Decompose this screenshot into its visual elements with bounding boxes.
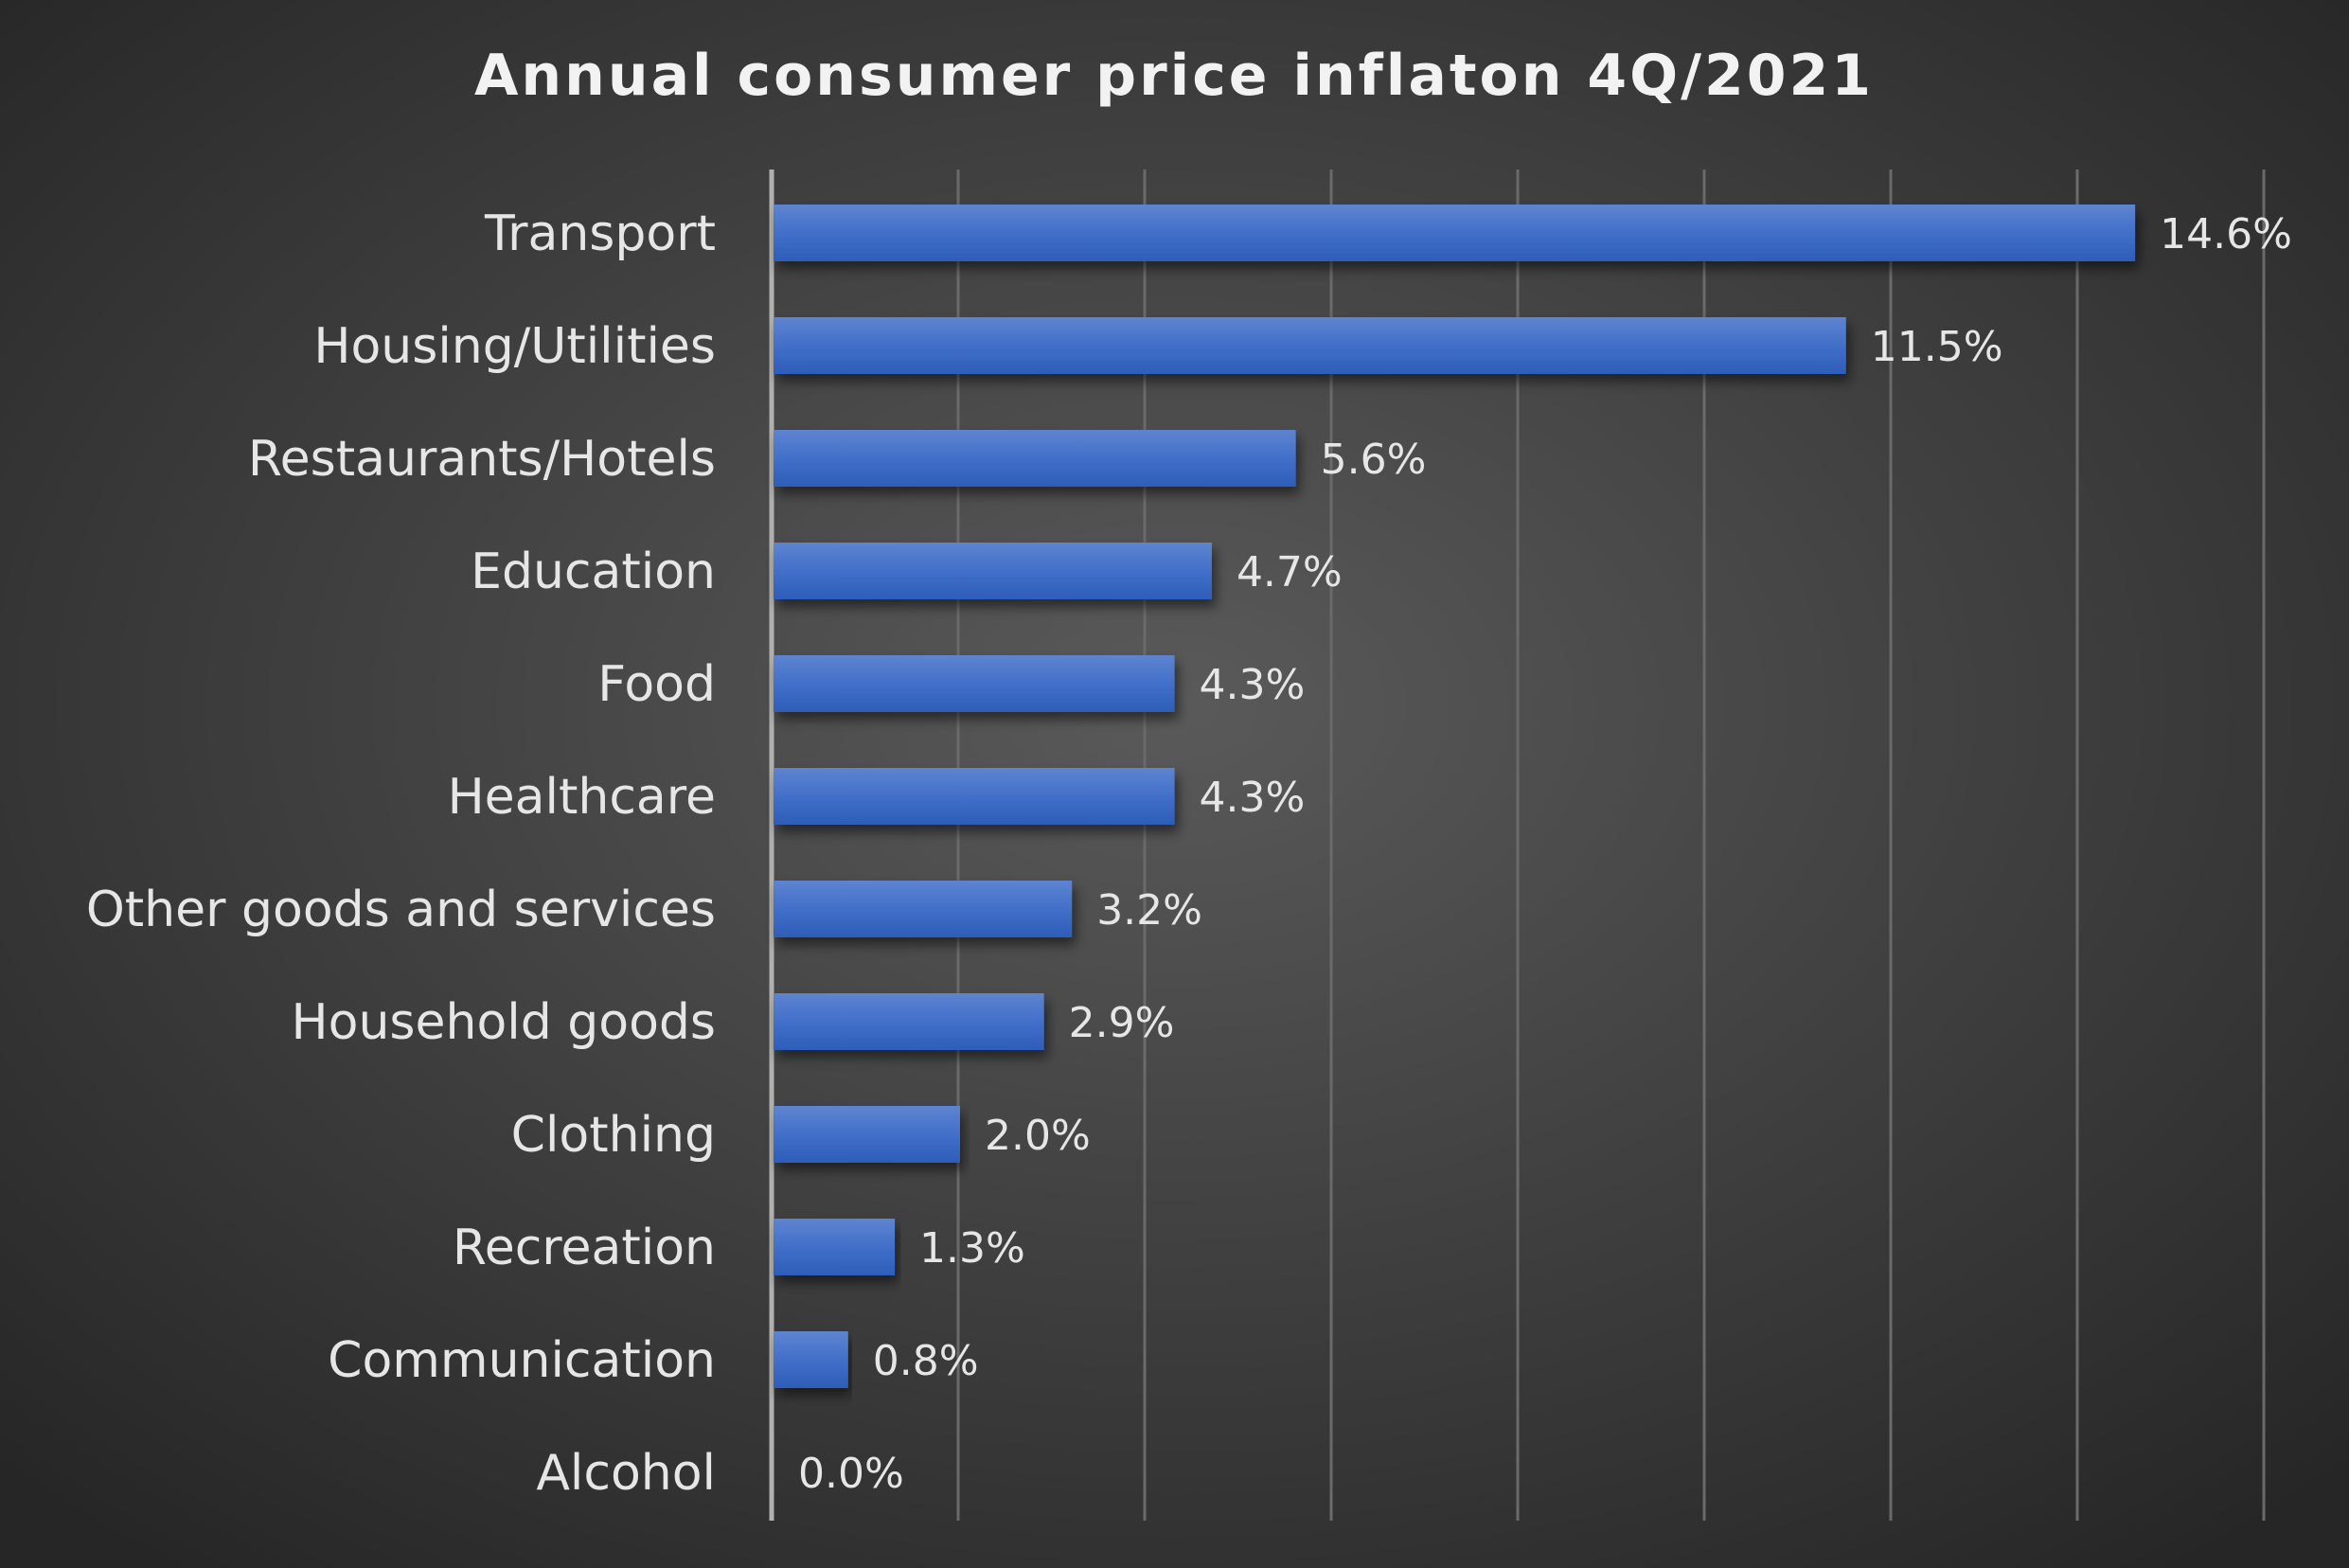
category-label: Other goods and services [86,882,716,938]
bar [774,205,2136,261]
category-label: Housing/Utilities [313,318,716,375]
data-label: 4.7% [1237,548,1343,597]
bar [774,1219,896,1275]
chart-title: Annual consumer price inflaton 4Q/2021 [474,43,1874,109]
category-label: Recreation [453,1220,716,1276]
bar [774,655,1175,712]
bar [774,881,1073,937]
data-label: 0.8% [873,1337,979,1385]
bar [774,768,1175,825]
category-label: Food [597,656,716,713]
bar [774,993,1044,1050]
data-label: 2.0% [985,1112,1091,1160]
bar [774,317,1846,374]
category-label: Communication [328,1332,716,1389]
data-label: 4.3% [1200,774,1306,822]
data-label: 1.3% [919,1224,1025,1273]
category-label: Healthcare [448,769,716,826]
category-label: Education [471,543,716,600]
category-label: Clothing [511,1107,716,1164]
data-label: 3.2% [1096,886,1202,935]
data-label: 11.5% [1871,323,2003,371]
category-label: Alcohol [536,1445,716,1502]
category-label: Restaurants/Hotels [248,431,716,488]
category-label: Household goods [292,994,716,1051]
bar [774,430,1296,487]
data-label: 2.9% [1069,999,1175,1047]
data-label: 5.6% [1321,436,1427,484]
bar [774,1331,848,1388]
data-label: 14.6% [2160,210,2292,258]
category-label: Transport [484,205,716,262]
data-label: 0.0% [798,1450,904,1498]
data-label: 4.3% [1200,661,1306,709]
bar [774,543,1212,599]
bar [774,1106,960,1163]
